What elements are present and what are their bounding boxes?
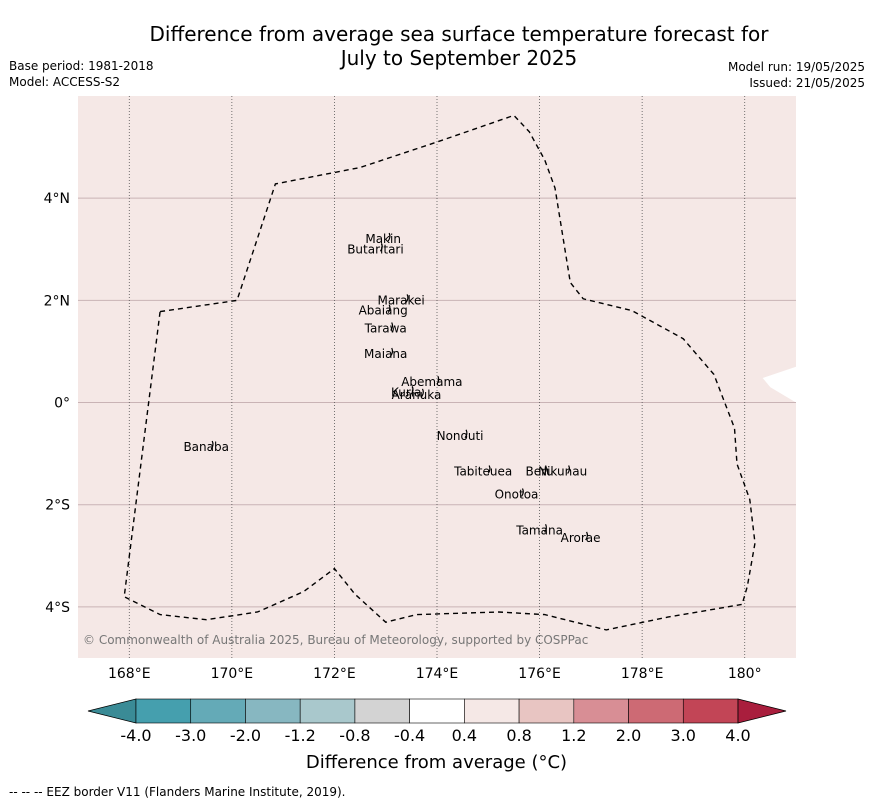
island-outline bbox=[390, 322, 394, 331]
island-label-kuria: Kuria bbox=[391, 385, 422, 399]
island-outline bbox=[210, 440, 214, 450]
island-outline bbox=[387, 232, 391, 242]
colorbar-tick-label: -1.2 bbox=[284, 726, 316, 745]
colorbar-tick-label: -0.4 bbox=[394, 726, 426, 745]
island-label-arorae: Arorae bbox=[561, 531, 601, 545]
colorbar-tick-label: -3.0 bbox=[175, 726, 207, 745]
colorbar-tick-label: -4.0 bbox=[120, 726, 152, 745]
colorbar-segment bbox=[245, 698, 301, 724]
y-tick-label: 4°S bbox=[45, 600, 70, 616]
y-tick-label: 2°N bbox=[44, 293, 70, 309]
island-label-tamana: Tamana bbox=[515, 523, 563, 537]
colorbar-segment bbox=[190, 698, 246, 724]
island-outline bbox=[585, 531, 588, 541]
island-label-tarawa: Tarawa bbox=[364, 321, 407, 335]
base-period-text: Base period: 1981-2018 bbox=[9, 59, 154, 73]
y-tick-label: 4°N bbox=[44, 191, 70, 207]
map-svg: 4°N 2°N 0° 2°S 4°S 168°E 170°E 172°E 174°E 176°E 1… bbox=[44, 96, 796, 682]
x-tick-label: 168°E bbox=[108, 666, 151, 682]
x-tick-label: 180° bbox=[728, 666, 762, 682]
island-outline bbox=[390, 347, 394, 357]
y-tick-label: 0° bbox=[54, 396, 70, 412]
x-tick-label: 176°E bbox=[518, 666, 561, 682]
colorbar-tick-label: -0.8 bbox=[339, 726, 371, 745]
island-label-nikunau: Nikunau bbox=[538, 465, 587, 479]
island-label-maiana: Maiana bbox=[364, 347, 407, 361]
colorbar-segment bbox=[573, 698, 629, 724]
island-outline bbox=[387, 304, 391, 313]
colorbar-high-arrow bbox=[737, 698, 787, 724]
island-label-abemama: Abemama bbox=[401, 375, 462, 389]
title-line-1: Difference from average sea surface temp… bbox=[149, 22, 769, 46]
colorbar bbox=[87, 698, 787, 724]
colorbar-segment bbox=[518, 698, 575, 724]
eez-border bbox=[123, 114, 756, 631]
island-outline bbox=[405, 294, 409, 303]
colorbar-tick-label: -2.0 bbox=[229, 726, 262, 745]
colorbar-title: Difference from average (°C) bbox=[305, 752, 568, 773]
x-tick-label: 170°E bbox=[211, 666, 254, 682]
island-outline bbox=[420, 388, 424, 398]
island-label-onotoa: Onotoa bbox=[495, 488, 539, 502]
x-tick-label: 174°E bbox=[416, 666, 459, 682]
meta-right: Model run: 19/05/2025 Issued: 21/05/2025 bbox=[728, 59, 865, 91]
colorbar-tick-label: 1.2 bbox=[561, 726, 587, 745]
island-outline bbox=[464, 429, 468, 439]
island-label-marakei: Marakei bbox=[377, 293, 424, 307]
island-outline bbox=[521, 488, 524, 497]
colorbar-segment bbox=[299, 698, 356, 724]
title-line-2: July to September 2025 bbox=[340, 46, 578, 70]
colorbar-low-arrow bbox=[87, 698, 137, 724]
colorbar-tick-label: 2.0 bbox=[615, 726, 642, 745]
colorbar-segment bbox=[354, 698, 410, 724]
issued-text: Issued: 21/05/2025 bbox=[749, 76, 865, 90]
y-tick-label: 2°S bbox=[45, 498, 70, 514]
island-label-abaiang: Abaiang bbox=[359, 304, 408, 318]
island-outline bbox=[544, 465, 547, 474]
model-text: Model: ACCESS-S2 bbox=[9, 75, 121, 89]
copyright-text: © Commonwealth of Australia 2025, Bureau… bbox=[83, 633, 588, 647]
island-label-tabiteuea: Tabiteuea bbox=[453, 465, 512, 479]
chart-title: Difference from average sea surface temp… bbox=[0, 22, 873, 70]
colorbar-segment bbox=[464, 698, 520, 724]
island-label-butaritari: Butaritari bbox=[347, 242, 404, 256]
no-data-patch bbox=[762, 366, 796, 403]
island-outline bbox=[487, 465, 491, 474]
colorbar-segment bbox=[628, 698, 684, 724]
colorbar-tick-label: 4.0 bbox=[725, 726, 751, 745]
x-tick-label: 178°E bbox=[621, 666, 664, 682]
island-outline bbox=[410, 386, 414, 395]
island-label-beru: Beru bbox=[525, 465, 553, 479]
island-label-nonouti: Nonouti bbox=[437, 429, 484, 443]
colorbar-segment bbox=[409, 698, 465, 724]
colorbar-tick-label: 0.4 bbox=[451, 726, 478, 745]
island-outline bbox=[436, 375, 440, 385]
island-outline bbox=[567, 465, 571, 474]
meta-left: Base period: 1981-2018 Model: ACCESS-S2 bbox=[9, 58, 154, 90]
model-run-text: Model run: 19/05/2025 bbox=[727, 60, 865, 74]
x-tick-label: 172°E bbox=[313, 666, 356, 682]
footnote: -- -- -- EEZ border V11 (Flanders Marine… bbox=[9, 785, 346, 799]
colorbar-segment bbox=[682, 698, 739, 724]
island-outline bbox=[379, 243, 383, 252]
colorbar-segment bbox=[135, 698, 192, 724]
island-outline bbox=[544, 524, 547, 533]
island-label-makin: Makin bbox=[365, 232, 401, 246]
island-label-banaba: Banaba bbox=[183, 440, 229, 454]
island-label-aranuka: Aranuka bbox=[392, 388, 442, 402]
colorbar-tick-label: 3.0 bbox=[670, 726, 696, 745]
colorbar-tick-label: 0.8 bbox=[506, 726, 532, 745]
